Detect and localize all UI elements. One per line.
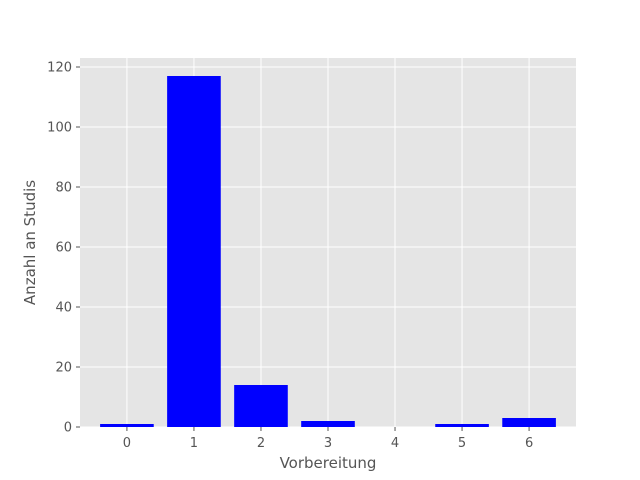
y-tick-label: 40 — [55, 301, 72, 316]
bar-3 — [301, 421, 355, 427]
y-tick-label: 60 — [55, 241, 72, 256]
x-tick-label: 3 — [324, 436, 332, 451]
x-tick-label: 6 — [525, 436, 533, 451]
y-tick-label: 80 — [55, 181, 72, 196]
y-tick-label: 120 — [47, 61, 72, 76]
x-tick-label: 2 — [257, 436, 265, 451]
bar-6 — [502, 418, 556, 427]
bar-0 — [100, 424, 154, 427]
bar-5 — [435, 424, 489, 427]
bar-1 — [167, 76, 221, 427]
y-tick-label: 100 — [47, 121, 72, 136]
y-axis-label: Anzahl an Studis — [21, 180, 39, 305]
y-tick-label: 0 — [64, 421, 72, 436]
tick-labels: 0 20 40 60 80 100 120 0 1 2 3 4 5 6 — [47, 61, 533, 452]
x-tick-label: 0 — [123, 436, 131, 451]
x-tick-label: 5 — [458, 436, 466, 451]
bars — [100, 76, 556, 427]
x-tick-label: 4 — [391, 436, 399, 451]
bar-2 — [234, 385, 288, 427]
x-axis-label: Vorbereitung — [280, 454, 377, 472]
y-tick-label: 20 — [55, 361, 72, 376]
x-tick-label: 1 — [190, 436, 198, 451]
